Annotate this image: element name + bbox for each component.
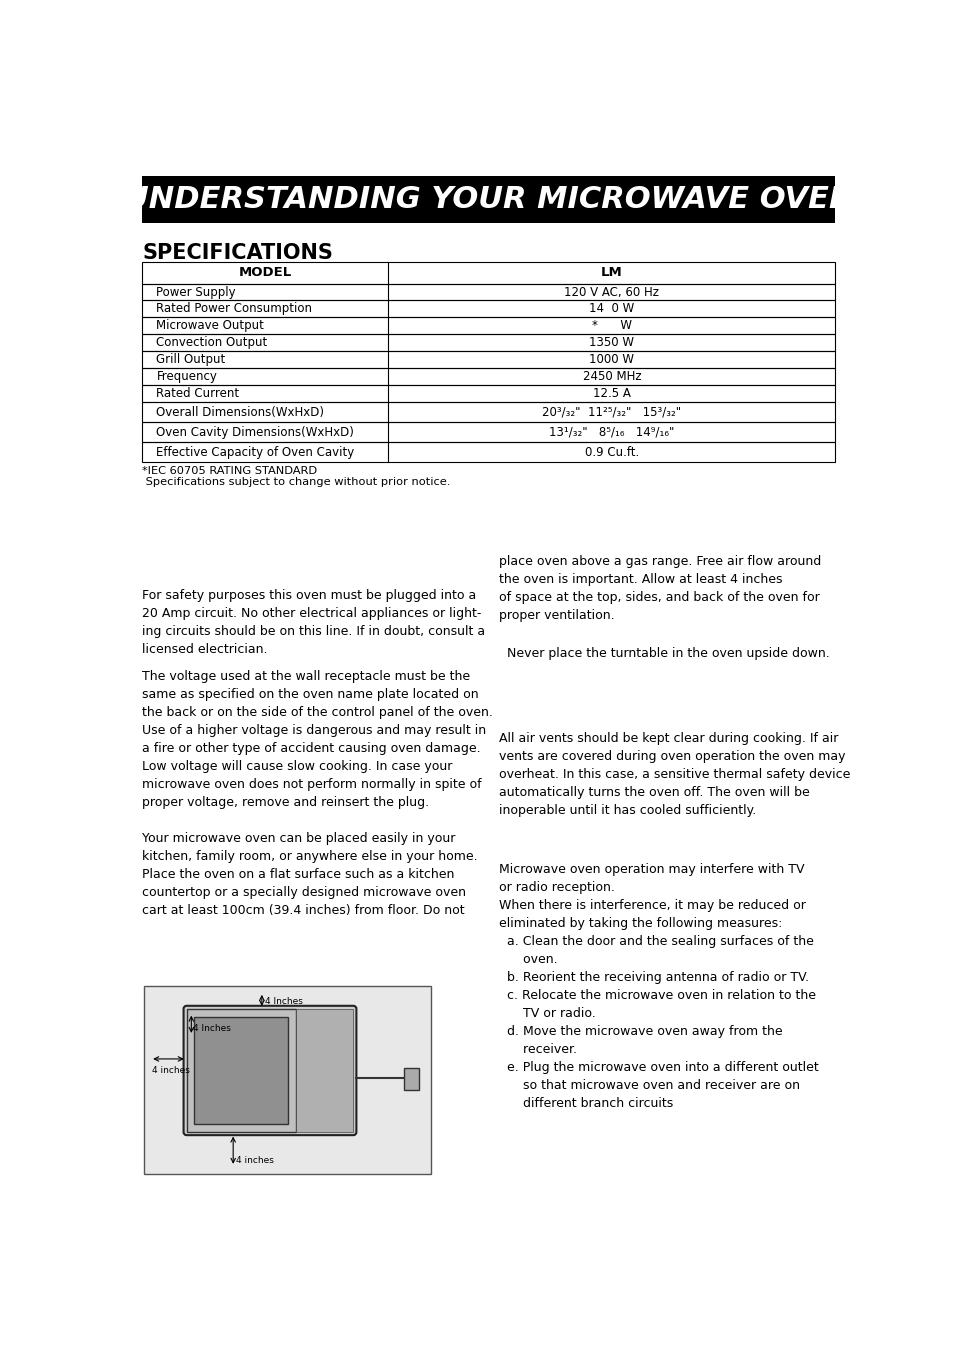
Text: 1000 W: 1000 W — [589, 353, 634, 367]
Bar — [142, 386, 835, 402]
Bar — [142, 335, 835, 351]
Bar — [142, 262, 835, 283]
Bar — [142, 368, 835, 386]
Bar — [142, 351, 835, 368]
Bar — [194, 1017, 288, 1124]
Text: Never place the turntable in the oven upside down.: Never place the turntable in the oven up… — [498, 648, 829, 660]
Bar — [187, 1009, 295, 1132]
Text: 14  0 W: 14 0 W — [589, 302, 634, 316]
Bar — [142, 442, 835, 463]
Text: SPECIFICATIONS: SPECIFICATIONS — [142, 243, 333, 263]
Text: 120 V AC, 60 Hz: 120 V AC, 60 Hz — [564, 286, 659, 298]
Text: Oven Cavity Dimensions(WxHxD): Oven Cavity Dimensions(WxHxD) — [156, 426, 354, 438]
Bar — [142, 317, 835, 335]
Text: UNDERSTANDING YOUR MICROWAVE OVEN: UNDERSTANDING YOUR MICROWAVE OVEN — [124, 185, 853, 214]
Bar — [144, 986, 431, 1175]
Text: Rated Power Consumption: Rated Power Consumption — [156, 302, 313, 316]
Text: All air vents should be kept clear during cooking. If air
vents are covered duri: All air vents should be kept clear durin… — [498, 731, 849, 816]
Text: 12.5 A: 12.5 A — [593, 387, 630, 401]
Text: 4 Inches: 4 Inches — [265, 997, 302, 1006]
Text: Microwave Output: Microwave Output — [156, 320, 264, 332]
Text: For safety purposes this oven must be plugged into a
20 Amp circuit. No other el: For safety purposes this oven must be pl… — [142, 590, 485, 656]
Text: 0.9 Cu.ft.: 0.9 Cu.ft. — [584, 445, 639, 459]
Text: *      W: * W — [591, 320, 631, 332]
Text: 1350 W: 1350 W — [589, 336, 634, 349]
Text: 4 inches: 4 inches — [152, 1066, 190, 1075]
Text: Specifications subject to change without prior notice.: Specifications subject to change without… — [142, 476, 451, 487]
Text: LM: LM — [600, 266, 622, 279]
Text: 20³/₃₂"  11²⁵/₃₂"   15³/₃₂": 20³/₃₂" 11²⁵/₃₂" 15³/₃₂" — [541, 406, 680, 418]
Text: *IEC 60705 RATING STANDARD: *IEC 60705 RATING STANDARD — [142, 465, 317, 476]
Bar — [142, 402, 835, 422]
Bar — [142, 301, 835, 317]
Bar — [142, 175, 835, 224]
Text: Frequency: Frequency — [156, 370, 217, 383]
Text: 13¹/₃₂"   8⁵/₁₆   14⁹/₁₆": 13¹/₃₂" 8⁵/₁₆ 14⁹/₁₆" — [549, 426, 674, 438]
Text: Microwave oven operation may interfere with TV
or radio reception.
When there is: Microwave oven operation may interfere w… — [498, 862, 818, 1110]
Text: Convection Output: Convection Output — [156, 336, 268, 349]
Text: 4 inches: 4 inches — [236, 1156, 274, 1166]
Text: Effective Capacity of Oven Cavity: Effective Capacity of Oven Cavity — [156, 445, 355, 459]
Text: Grill Output: Grill Output — [156, 353, 226, 367]
Text: Rated Current: Rated Current — [156, 387, 239, 401]
Text: 2450 MHz: 2450 MHz — [582, 370, 640, 383]
Bar — [142, 283, 835, 301]
Text: place oven above a gas range. Free air flow around
the oven is important. Allow : place oven above a gas range. Free air f… — [498, 554, 821, 622]
Text: Power Supply: Power Supply — [156, 286, 235, 298]
Text: Overall Dimensions(WxHxD): Overall Dimensions(WxHxD) — [156, 406, 324, 418]
Text: Your microwave oven can be placed easily in your
kitchen, family room, or anywhe: Your microwave oven can be placed easily… — [142, 832, 477, 917]
Bar — [142, 422, 835, 442]
Text: 4 Inches: 4 Inches — [193, 1024, 231, 1032]
Bar — [403, 1068, 418, 1090]
Text: The voltage used at the wall receptacle must be the
same as specified on the ove: The voltage used at the wall receptacle … — [142, 670, 493, 809]
Bar — [295, 1009, 353, 1132]
FancyBboxPatch shape — [183, 1006, 356, 1135]
Text: MODEL: MODEL — [238, 266, 292, 279]
